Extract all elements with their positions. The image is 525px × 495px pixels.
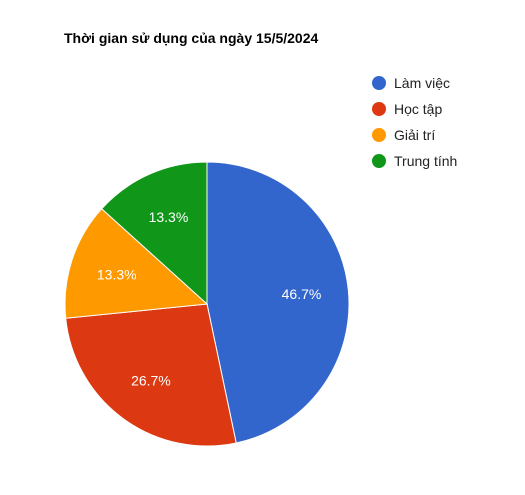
- chart-title: Thời gian sử dụng của ngày 15/5/2024: [64, 30, 319, 46]
- pie-labels: 46.7% 26.7% 13.3% 13.3%: [97, 209, 321, 389]
- pie-slice-0[interactable]: [206, 161, 350, 444]
- pie-slices: [64, 161, 350, 447]
- legend-label: Làm việc: [394, 75, 451, 91]
- pie-slice-2[interactable]: [64, 208, 209, 319]
- legend-swatch: [372, 102, 386, 116]
- legend: Làm việc Học tập Giải trí Trung tính: [372, 70, 457, 174]
- legend-swatch: [372, 128, 386, 142]
- slice-value-label-1: 26.7%: [131, 373, 171, 389]
- legend-label: Giải trí: [394, 127, 436, 143]
- legend-swatch: [372, 76, 386, 90]
- legend-item-trung-tinh[interactable]: Trung tính: [372, 148, 457, 174]
- pie-slice-3[interactable]: [100, 161, 208, 306]
- legend-item-lam-viec[interactable]: Làm việc: [372, 70, 457, 96]
- legend-label: Học tập: [394, 101, 443, 117]
- legend-item-hoc-tap[interactable]: Học tập: [372, 96, 457, 122]
- legend-label: Trung tính: [394, 153, 458, 169]
- legend-swatch: [372, 154, 386, 168]
- pie-slice-1[interactable]: [65, 303, 237, 447]
- slice-value-label-2: 13.3%: [97, 266, 137, 282]
- slice-value-label-0: 46.7%: [282, 286, 322, 302]
- legend-item-giai-tri[interactable]: Giải trí: [372, 122, 457, 148]
- slice-value-label-3: 13.3%: [149, 209, 189, 225]
